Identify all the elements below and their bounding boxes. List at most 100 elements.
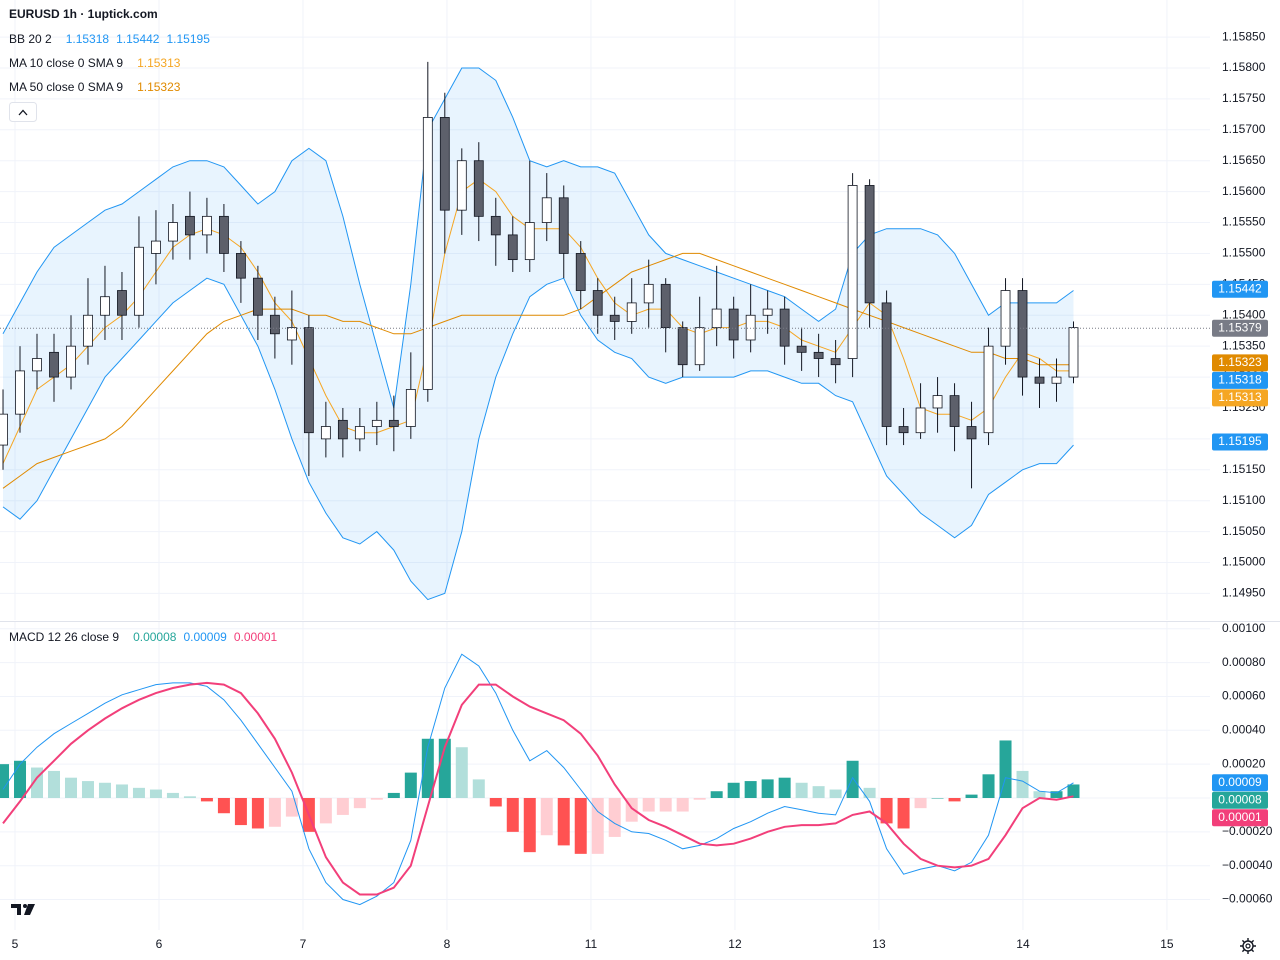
histogram-bar xyxy=(353,798,366,809)
y-tick-label: 1.15700 xyxy=(1222,122,1266,136)
y-tick-label: 1.15650 xyxy=(1222,153,1266,167)
price-badge-label: 0.00008 xyxy=(1218,792,1262,806)
legend-label: MACD 12 26 close 9 xyxy=(9,630,119,644)
candle-body xyxy=(117,290,127,316)
collapse-button[interactable] xyxy=(9,102,37,122)
settings-icon[interactable] xyxy=(1240,938,1256,954)
candle-body xyxy=(405,389,416,427)
histogram-bar xyxy=(693,798,706,800)
legend-value: 0.00008 xyxy=(133,630,177,644)
y-tick-label: −0.00060 xyxy=(1222,892,1273,906)
candle-body xyxy=(932,395,943,409)
histogram-bar xyxy=(591,798,604,854)
candle-body xyxy=(609,314,620,322)
histogram-bar xyxy=(489,798,502,807)
histogram-bar xyxy=(64,777,77,798)
candle-body xyxy=(354,426,365,440)
histogram-bar xyxy=(880,798,893,824)
price-badge xyxy=(1212,791,1268,809)
candle-body xyxy=(949,395,960,427)
y-tick-label: 1.15400 xyxy=(1222,307,1266,321)
candle-body xyxy=(711,308,722,329)
chart-title: EURUSD 1h · 1uptick.com xyxy=(9,7,158,21)
legend-value: 1.15442 xyxy=(116,32,160,46)
candle-body xyxy=(864,185,875,304)
candle-body xyxy=(830,358,841,366)
legend-label: BB 20 2 xyxy=(9,32,52,46)
histogram-bar xyxy=(676,798,689,812)
candle-body xyxy=(592,290,603,316)
histogram-bar xyxy=(404,772,417,798)
candle-body xyxy=(966,426,977,440)
price-badge-label: 0.00001 xyxy=(1218,810,1262,824)
histogram-bar xyxy=(251,798,264,829)
histogram-bar xyxy=(829,789,842,798)
x-tick-label: 14 xyxy=(1016,937,1030,951)
candle-body xyxy=(1000,290,1011,347)
x-tick-label: 6 xyxy=(156,937,163,951)
candle-body xyxy=(694,327,705,366)
x-tick-label: 11 xyxy=(585,937,598,951)
candle-body xyxy=(490,215,501,236)
signal-line xyxy=(2,681,1074,896)
candle-body xyxy=(745,314,756,341)
histogram-bar xyxy=(455,747,468,798)
y-tick-label: 0.00040 xyxy=(1222,722,1266,736)
histogram-bar xyxy=(166,792,179,798)
candle-body xyxy=(32,358,42,372)
histogram-bar xyxy=(421,738,434,798)
histogram-bar xyxy=(761,779,774,798)
candle-body xyxy=(1051,376,1062,384)
histogram-bar xyxy=(897,798,910,829)
legend-value: 1.15313 xyxy=(137,56,181,70)
histogram-bar xyxy=(387,792,400,798)
y-tick-label: 1.14950 xyxy=(1222,586,1266,600)
legend-value: 0.00001 xyxy=(234,630,278,644)
band-upper xyxy=(2,67,1074,409)
x-tick-label: 5 xyxy=(12,937,19,951)
histogram-bar xyxy=(285,798,298,817)
candle-body xyxy=(762,308,773,316)
x-tick-label: 7 xyxy=(300,937,307,951)
candle-body xyxy=(881,302,892,427)
y-tick-label: 1.15800 xyxy=(1222,60,1266,74)
histogram-bar xyxy=(438,738,451,798)
x-tick-label: 15 xyxy=(1160,937,1174,951)
histogram-bar xyxy=(149,789,162,798)
histogram-bar xyxy=(608,798,621,837)
y-tick-label: −0.00020 xyxy=(1222,824,1273,838)
histogram-bar xyxy=(965,794,978,798)
histogram-bar xyxy=(540,798,553,836)
histogram-bar xyxy=(795,782,808,798)
histogram-bar xyxy=(98,782,111,798)
candle-body xyxy=(1017,290,1028,378)
histogram-bar xyxy=(370,798,383,800)
price-badge xyxy=(1212,371,1268,389)
candle-body xyxy=(456,160,467,211)
y-tick-label: −0.00040 xyxy=(1222,858,1273,872)
histogram-bar xyxy=(710,791,723,798)
candle-body xyxy=(100,296,110,316)
candle-body xyxy=(1034,376,1045,384)
candle-body xyxy=(134,246,144,316)
legend-value: 1.15195 xyxy=(166,32,210,46)
candle-body xyxy=(541,197,552,223)
histogram-bar xyxy=(659,798,672,812)
histogram-bar xyxy=(506,798,519,832)
histogram-bar xyxy=(778,777,791,798)
candle-body xyxy=(796,345,807,353)
histogram-bar xyxy=(744,781,757,798)
histogram-bar xyxy=(234,798,247,826)
candle-body xyxy=(371,419,382,427)
histogram-bar xyxy=(200,798,213,802)
price-badge-label: 1.15313 xyxy=(1218,390,1262,404)
histogram-bar xyxy=(846,760,859,798)
histogram-bar xyxy=(268,798,281,827)
price-badge xyxy=(1212,774,1268,792)
histogram-bar xyxy=(1033,791,1046,798)
legend-label: MA 50 close 0 SMA 9 xyxy=(9,80,123,94)
candle-body xyxy=(66,345,76,378)
